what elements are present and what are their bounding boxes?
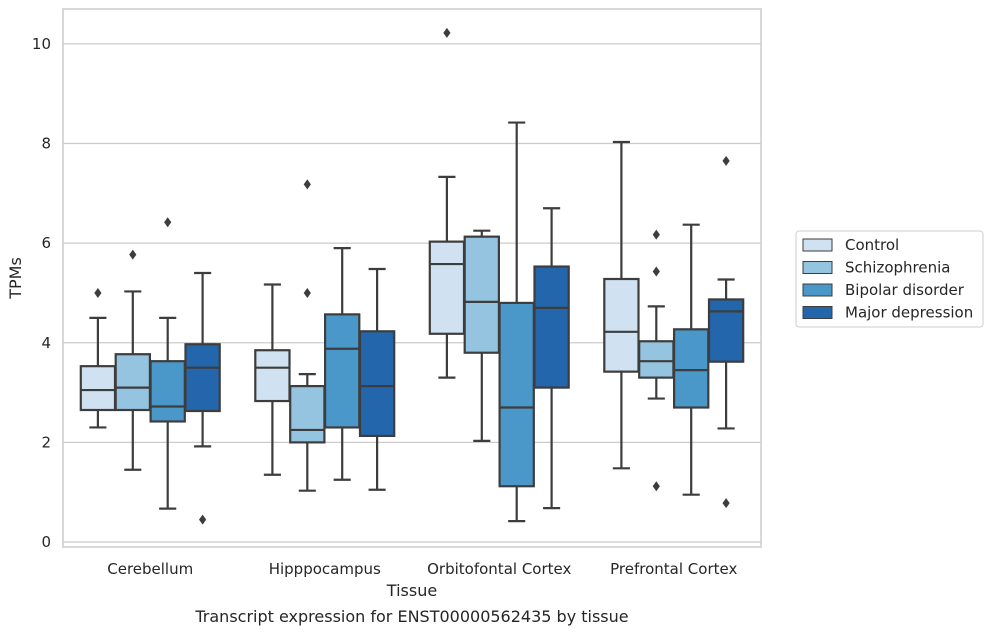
x-tick-label: Prefrontal Cortex xyxy=(610,560,737,578)
legend-frame xyxy=(795,230,984,328)
box-body xyxy=(603,277,640,373)
box-bipolar-disorder xyxy=(498,121,535,523)
box-major-depression xyxy=(707,155,745,509)
box-body xyxy=(254,349,291,403)
outlier-point xyxy=(443,27,451,38)
outlier-point xyxy=(94,287,102,298)
box-body xyxy=(672,328,710,409)
box-body xyxy=(707,298,745,363)
box-body xyxy=(533,265,570,389)
chart-caption: Transcript expression for ENST0000056243… xyxy=(194,607,628,626)
outlier-point xyxy=(199,514,207,525)
x-tick-label: Hipppocampus xyxy=(269,560,381,578)
outlier-point xyxy=(652,266,660,277)
y-tick-label: 0 xyxy=(41,533,51,551)
outlier-point xyxy=(303,179,311,190)
box-body xyxy=(498,301,535,488)
y-tick-label: 4 xyxy=(41,334,51,352)
box-body xyxy=(323,313,361,429)
box-body xyxy=(184,343,221,413)
box-body xyxy=(463,235,501,354)
legend-swatch xyxy=(802,306,833,319)
outlier-point xyxy=(652,229,660,240)
box-control xyxy=(603,140,640,470)
box-control xyxy=(254,283,291,476)
box-major-depression xyxy=(533,207,570,510)
box-schizophrenia xyxy=(289,179,326,492)
box-body xyxy=(358,330,396,438)
box-major-depression xyxy=(184,271,221,525)
x-tick-label: Cerebellum xyxy=(107,560,193,578)
legend-label: Major depression xyxy=(845,304,973,322)
box-body xyxy=(149,360,186,423)
legend-swatch xyxy=(802,261,833,274)
box-schizophrenia xyxy=(114,249,152,471)
legend-swatch xyxy=(802,283,833,297)
y-tick-label: 8 xyxy=(41,135,51,153)
box-bipolar-disorder xyxy=(149,217,186,510)
outlier-point xyxy=(722,498,730,509)
box-major-depression xyxy=(358,267,396,491)
y-tick-label: 6 xyxy=(41,234,51,252)
box-groups xyxy=(79,27,745,525)
x-tick-label: Orbitofontal Cortex xyxy=(427,560,571,578)
legend: Control Schizophrenia Bipolar disorder Majo… xyxy=(795,230,984,328)
y-tick-label: 10 xyxy=(32,35,51,53)
box-bipolar-disorder xyxy=(323,247,361,481)
box-schizophrenia xyxy=(638,229,675,492)
box-body xyxy=(289,384,326,444)
grid-lines xyxy=(63,43,761,543)
box-schizophrenia xyxy=(463,229,501,442)
outlier-point xyxy=(303,287,311,298)
box-control xyxy=(79,287,117,429)
legend-swatch xyxy=(802,238,833,252)
outlier-point xyxy=(722,155,730,166)
box-bipolar-disorder xyxy=(672,223,710,496)
outlier-point xyxy=(164,217,172,228)
box-body xyxy=(638,340,675,379)
x-tick-labels: Cerebellum Hipppocampus Orbitofontal Corte… xyxy=(107,560,737,578)
plot-frame xyxy=(62,8,762,548)
y-tick-label: 2 xyxy=(41,433,51,451)
x-axis-label: Tissue xyxy=(386,581,437,600)
y-axis-label: TPMs xyxy=(6,257,25,300)
legend-label: Bipolar disorder xyxy=(845,281,965,299)
legend-label: Schizophrenia xyxy=(845,259,950,277)
outlier-point xyxy=(652,481,660,492)
box-body xyxy=(114,353,152,412)
box-control xyxy=(428,27,466,379)
legend-label: Control xyxy=(845,236,899,254)
outlier-point xyxy=(129,249,137,260)
box-body xyxy=(428,240,466,335)
y-tick-labels: 0 2 4 6 8 10 xyxy=(32,35,51,551)
box-body xyxy=(79,365,117,412)
